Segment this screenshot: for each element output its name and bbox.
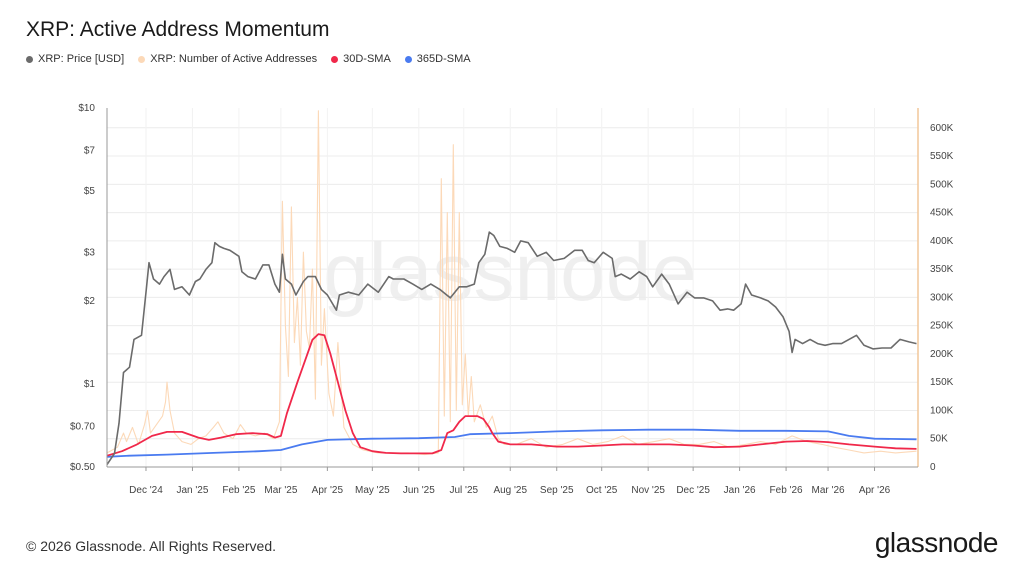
y-left-tick-label: $1 [84,379,96,390]
x-tick-label: Feb '26 [770,485,803,496]
x-tick-label: Jul '25 [449,485,478,496]
legend: XRP: Price [USD] XRP: Number of Active A… [26,53,471,65]
y-right-tick-label: 200K [930,349,954,360]
x-tick-label: Mar '25 [264,485,297,496]
axes: $0.50 $0.70 $1 $2 $3 $5 $7 $10 0 50K 100K 150K 200K 2… [70,103,954,496]
chart-title: XRP: Active Address Momentum [26,18,330,41]
x-tick-label: Feb '25 [222,485,255,496]
price-line [106,231,917,466]
x-tick-label: Oct '25 [586,485,618,496]
x-tick-label: Mar '26 [812,485,845,496]
y-left-tick-label: $3 [84,247,96,258]
y-left-tick-label: $7 [84,146,96,157]
y-left-tick-label: $0.50 [70,462,95,473]
x-tick-label: Jan '25 [176,485,208,496]
legend-item-30d-sma[interactable]: 30D-SMA [331,53,391,65]
y-left-tick-label: $2 [84,296,96,307]
y-right-tick-label: 550K [930,151,954,162]
legend-item-price[interactable]: XRP: Price [USD] [26,53,124,65]
legend-label-active-addresses: XRP: Number of Active Addresses [150,53,318,65]
y-right-tick-label: 300K [930,292,954,303]
x-tick-label: Aug '25 [493,485,527,496]
x-tick-label: Apr '25 [312,485,344,496]
y-left-tick-label: $0.70 [70,422,95,433]
legend-dot-active-addresses [138,55,146,63]
copyright: © 2026 Glassnode. All Rights Reserved. [26,538,277,554]
y-left-tick-label: $5 [84,186,96,197]
x-tick-label: Nov '25 [631,485,665,496]
active-addresses-line [106,110,917,456]
x-tick-label: May '25 [355,485,390,496]
x-tick-label: Sep '25 [540,485,574,496]
legend-dot-30d-sma [331,55,339,63]
legend-dot-price [26,55,33,63]
legend-item-active-addresses[interactable]: XRP: Number of Active Addresses [138,53,317,65]
x-tick-label: Jan '26 [724,485,756,496]
sma-365d-line [106,428,917,458]
y-right-tick-label: 450K [930,208,954,219]
y-right-tick-label: 100K [930,405,954,416]
series-layer [106,110,917,466]
sma-30d-line [106,333,917,457]
y-left-tick-label: $10 [78,103,95,114]
legend-dot-365d-sma [404,55,412,63]
y-right-tick-label: 500K [930,179,954,190]
y-right-tick-label: 150K [930,377,954,388]
x-tick-label: Dec '24 [129,485,163,496]
x-tick-label: Jun '25 [403,485,435,496]
brand-logo[interactable]: glassnode [874,527,999,558]
y-right-tick-label: 0 [930,462,936,473]
legend-item-365d-sma[interactable]: 365D-SMA [404,53,471,65]
y-right-tick-label: 400K [930,236,954,247]
legend-label-price: XRP: Price [USD] [38,53,125,65]
legend-label-365d-sma: 365D-SMA [416,53,471,65]
y-right-tick-label: 600K [930,123,954,134]
x-tick-label: Apr '26 [859,485,891,496]
x-tick-label: Dec '25 [676,485,710,496]
y-right-tick-label: 50K [930,434,948,445]
y-right-tick-label: 250K [930,321,954,332]
y-right-tick-label: 350K [930,264,954,275]
legend-label-30d-sma: 30D-SMA [343,53,391,65]
